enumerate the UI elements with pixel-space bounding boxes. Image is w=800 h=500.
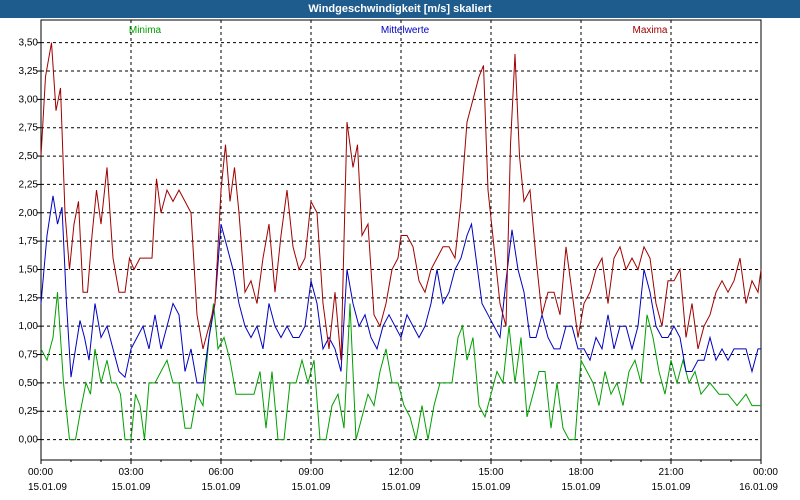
y-tick-label: 1,00: [19, 321, 39, 332]
y-tick-label: 1,75: [19, 236, 39, 247]
series-line-minima: [40, 292, 761, 441]
y-tick-label: 0,00: [19, 435, 39, 446]
series-line-maxima: [40, 42, 762, 361]
x-tick-date: 15.01.09: [652, 482, 691, 493]
y-tick-label: 3,25: [19, 66, 39, 77]
series-line-mittelwerte: [40, 195, 761, 384]
chart-title: Windgeschwindigkeit [m/s] skaliert: [0, 0, 800, 18]
x-tick-time: 18:00: [568, 467, 593, 478]
y-tick-label: 0,50: [19, 378, 39, 389]
x-tick-date: 15.01.09: [562, 482, 601, 493]
legend-minima: Minima: [129, 25, 162, 36]
y-tick-label: 1,50: [19, 264, 39, 275]
x-tick-date: 15.01.09: [202, 482, 241, 493]
y-tick-label: 3,50: [19, 38, 39, 49]
x-tick-time: 00:00: [28, 467, 53, 478]
x-tick-time: 03:00: [118, 467, 143, 478]
y-tick-label: 3,00: [19, 94, 39, 105]
x-tick-time: 15:00: [478, 467, 503, 478]
x-tick-time: 09:00: [298, 467, 323, 478]
y-tick-label: 2,50: [19, 151, 39, 162]
chart-svg: 0,00 0,25 0,50 0,75 1,00 1,25 1,50 1,75 2,00 2,25…: [19, 19, 778, 493]
legend-mittelwerte: Mittelwerte: [381, 25, 430, 36]
x-tick-time: 00:00: [753, 467, 778, 478]
x-tick-date: 15.01.09: [28, 482, 67, 493]
x-tick-date: 15.01.09: [112, 482, 151, 493]
y-tick-label: 2,25: [19, 179, 39, 190]
x-tick-time: 06:00: [208, 467, 233, 478]
y-tick-label: 2,75: [19, 123, 39, 134]
x-tick-date: 16.01.09: [739, 482, 778, 493]
y-tick-label: 1,25: [19, 293, 39, 304]
y-tick-label: 0,25: [19, 406, 39, 417]
legend-maxima: Maxima: [632, 25, 667, 36]
x-tick-date: 15.01.09: [472, 482, 511, 493]
x-tick-time: 21:00: [658, 467, 683, 478]
x-tick-date: 15.01.09: [382, 482, 421, 493]
x-tick-date: 15.01.09: [292, 482, 331, 493]
y-tick-label: 2,00: [19, 208, 39, 219]
x-tick-time: 12:00: [388, 467, 413, 478]
y-tick-label: 0,75: [19, 350, 39, 361]
